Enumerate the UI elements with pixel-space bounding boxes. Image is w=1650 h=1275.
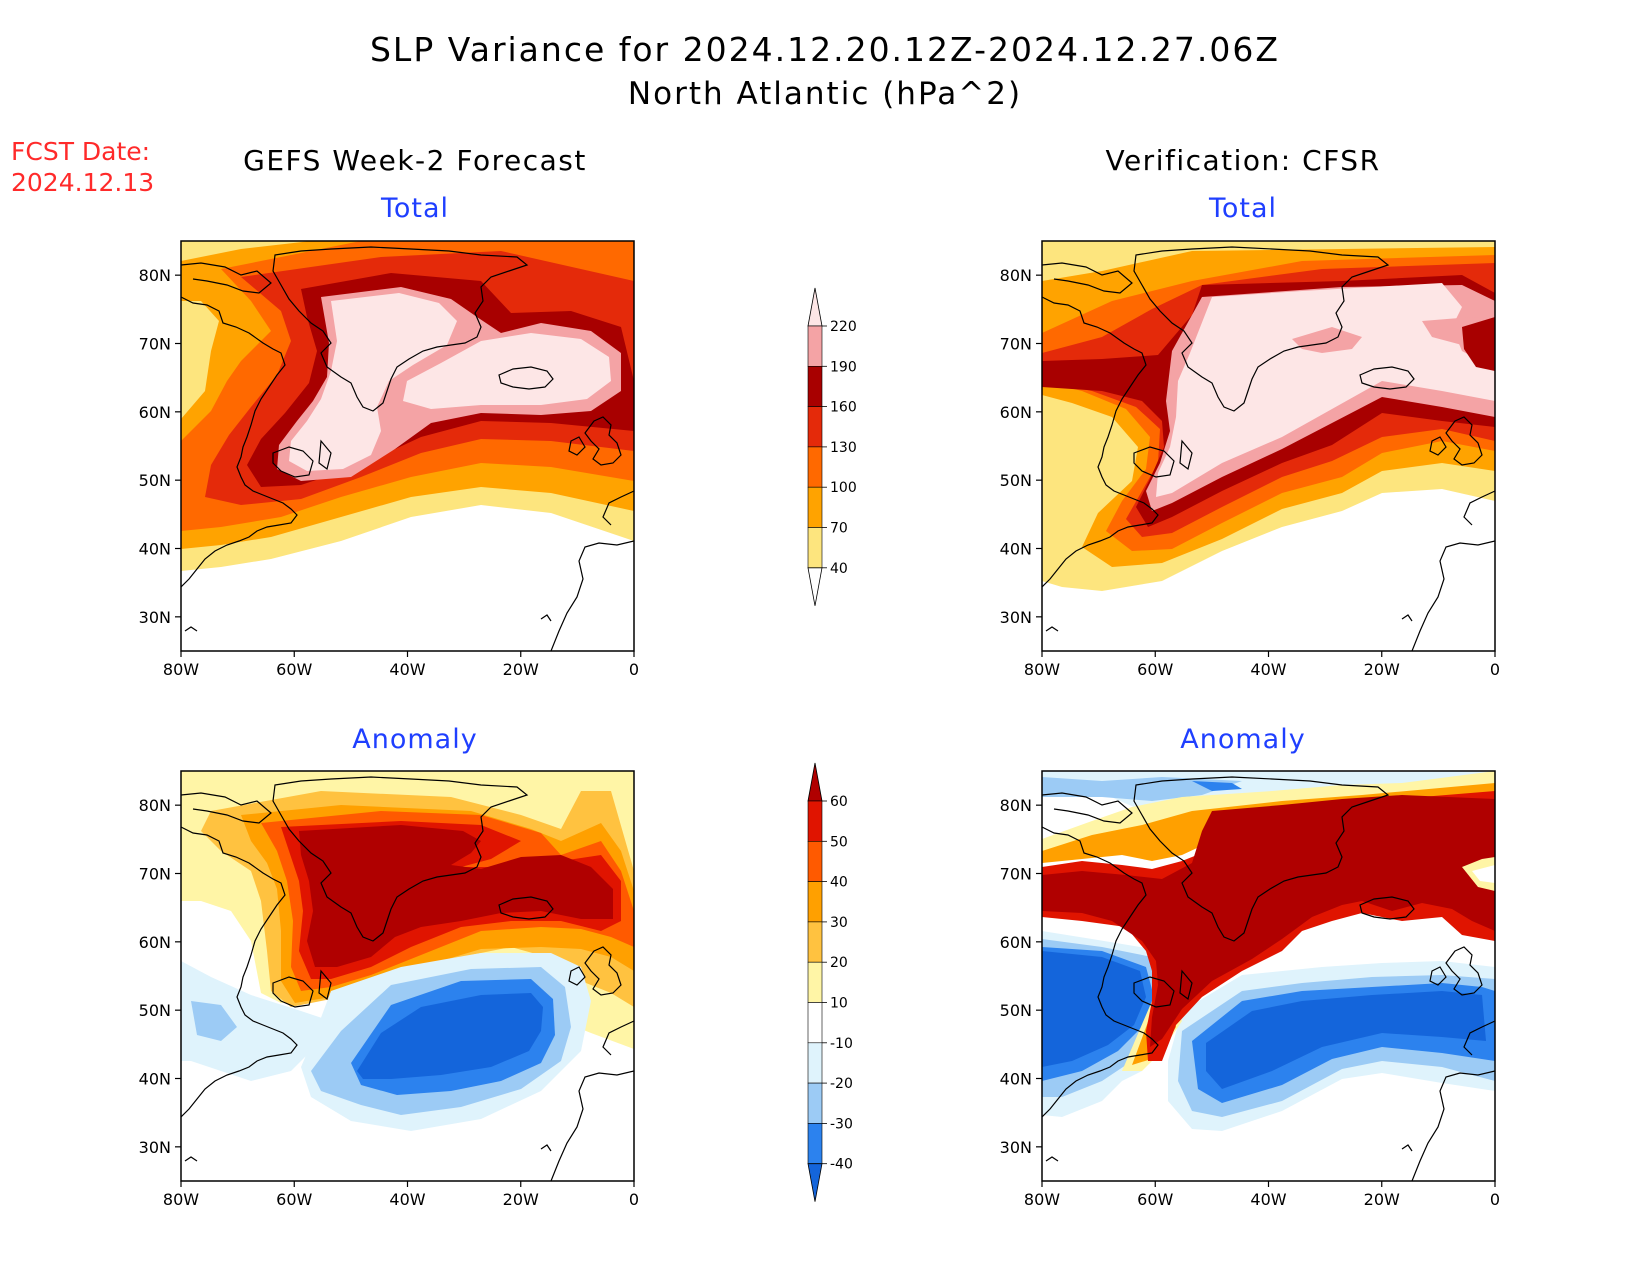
colorbar-tick-label: 70 — [830, 521, 848, 537]
lat-tick-label: 40N — [1000, 1070, 1032, 1089]
colorbar-tick-label: 220 — [830, 319, 857, 335]
lon-tick-label: 60W — [1137, 1190, 1173, 1209]
lat-tick-label: 50N — [139, 471, 171, 490]
lat-tick-label: 50N — [1000, 471, 1032, 490]
lat-tick-label: 40N — [1000, 540, 1032, 559]
lon-tick-label: 80W — [163, 660, 199, 679]
colorbar-tick-label: -30 — [830, 1116, 853, 1132]
lat-tick-label: 30N — [1000, 608, 1032, 627]
colorbar-tick-label: -20 — [830, 1076, 853, 1092]
column-title-forecast: GEFS Week-2 Forecast — [243, 144, 587, 177]
colorbar-segment — [807, 840, 823, 882]
axis-ticks-layer: 80W 60W 40W 20W 0 30N 40N 50N 60N 70N 80N 80W 60W 40W… — [139, 266, 1500, 1209]
colorbar-segment — [807, 1042, 823, 1084]
map-panel-forecast-total — [180, 240, 635, 652]
colorbar-total: 220 190 160 130 100 70 40 — [807, 287, 857, 606]
lat-tick-label: 60N — [139, 403, 171, 422]
colorbar-tick-label: 40 — [830, 875, 848, 891]
lon-tick-label: 0 — [1490, 1190, 1500, 1209]
colorbar-segment — [807, 961, 823, 1003]
lon-tick-label: 60W — [1137, 660, 1173, 679]
lon-tick-label: 80W — [1024, 660, 1060, 679]
forecast-date-value: 2024.12.13 — [11, 168, 155, 197]
panel-title-verification-anomaly: Anomaly — [1180, 724, 1306, 755]
lon-tick-label: 20W — [1364, 1190, 1400, 1209]
colorbar-segment — [807, 406, 823, 448]
colorbar-tick-label: 50 — [830, 834, 848, 850]
map-panel-verification-anomaly — [1041, 770, 1496, 1182]
lon-tick-label: 60W — [276, 660, 312, 679]
colorbar-tick-label: -10 — [830, 1036, 853, 1052]
lon-tick-label: 20W — [503, 1190, 539, 1209]
lat-tick-label: 50N — [1000, 1001, 1032, 1020]
colorbar-segment — [807, 1002, 823, 1044]
colorbar-tick-label: 30 — [830, 915, 848, 931]
chart-subtitle: North Atlantic (hPa^2) — [627, 76, 1023, 112]
colorbar-lower-extension — [807, 567, 823, 606]
panel-title-forecast-anomaly: Anomaly — [352, 724, 478, 755]
map-panel-verification-total — [1041, 240, 1496, 652]
colorbar-segment — [807, 486, 823, 528]
lon-tick-label: 60W — [276, 1190, 312, 1209]
panel-title-forecast-total: Total — [380, 193, 450, 224]
lon-tick-label: 40W — [389, 1190, 425, 1209]
colorbar-tick-label: 100 — [830, 480, 857, 496]
lon-tick-label: 80W — [1024, 1190, 1060, 1209]
colorbar-segment — [807, 800, 823, 842]
map-panel-forecast-anomaly — [180, 770, 635, 1182]
lat-tick-label: 70N — [139, 865, 171, 884]
forecast-date-label: FCST Date: — [11, 137, 151, 166]
lat-tick-label: 40N — [139, 1070, 171, 1089]
colorbar-segment — [807, 446, 823, 488]
chart-title: SLP Variance for 2024.12.20.12Z-2024.12.… — [369, 30, 1281, 69]
lon-tick-label: 40W — [389, 660, 425, 679]
colorbar-segment — [807, 921, 823, 963]
lat-tick-label: 80N — [139, 796, 171, 815]
column-title-verification: Verification: CFSR — [1105, 144, 1381, 177]
colorbar-tick-label: 130 — [830, 440, 857, 456]
colorbar-upper-extension — [807, 287, 823, 327]
colorbar-upper-extension — [807, 762, 823, 802]
colorbar-segment — [807, 881, 823, 923]
lat-tick-label: 80N — [1000, 266, 1032, 285]
lat-tick-label: 80N — [1000, 796, 1032, 815]
colorbar-segment — [807, 1123, 823, 1165]
lat-tick-label: 70N — [1000, 865, 1032, 884]
colorbar-lower-extension — [807, 1163, 823, 1202]
colorbar-tick-label: 40 — [830, 561, 848, 577]
colorbar-segment — [807, 1082, 823, 1124]
lat-tick-label: 30N — [139, 608, 171, 627]
colorbar-anomaly: 60 50 40 30 20 10 -10 -20 -30 -40 — [807, 762, 853, 1202]
lat-tick-label: 60N — [139, 933, 171, 952]
lat-tick-label: 60N — [1000, 403, 1032, 422]
lon-tick-label: 0 — [1490, 660, 1500, 679]
lat-tick-label: 30N — [1000, 1138, 1032, 1157]
lon-tick-label: 0 — [629, 660, 639, 679]
lat-tick-label: 50N — [139, 1001, 171, 1020]
lat-tick-label: 40N — [139, 540, 171, 559]
lon-tick-label: 40W — [1250, 660, 1286, 679]
lat-tick-label: 30N — [139, 1138, 171, 1157]
panel-title-verification-total: Total — [1208, 193, 1278, 224]
lon-tick-label: 80W — [163, 1190, 199, 1209]
colorbar-tick-label: 10 — [830, 996, 848, 1012]
lat-tick-label: 70N — [139, 335, 171, 354]
lon-tick-label: 20W — [503, 660, 539, 679]
colorbar-segment — [807, 365, 823, 407]
lon-tick-label: 20W — [1364, 660, 1400, 679]
colorbar-tick-label: 160 — [830, 400, 857, 416]
colorbar-tick-label: 190 — [830, 359, 857, 375]
colorbar-tick-label: -40 — [830, 1157, 853, 1173]
colorbar-tick-label: 60 — [830, 794, 848, 810]
lat-tick-label: 70N — [1000, 335, 1032, 354]
lon-tick-label: 0 — [629, 1190, 639, 1209]
colorbar-tick-label: 20 — [830, 955, 848, 971]
colorbar-segment — [807, 527, 823, 569]
colorbar-segment — [807, 325, 823, 367]
lat-tick-label: 60N — [1000, 933, 1032, 952]
lat-tick-label: 80N — [139, 266, 171, 285]
lon-tick-label: 40W — [1250, 1190, 1286, 1209]
